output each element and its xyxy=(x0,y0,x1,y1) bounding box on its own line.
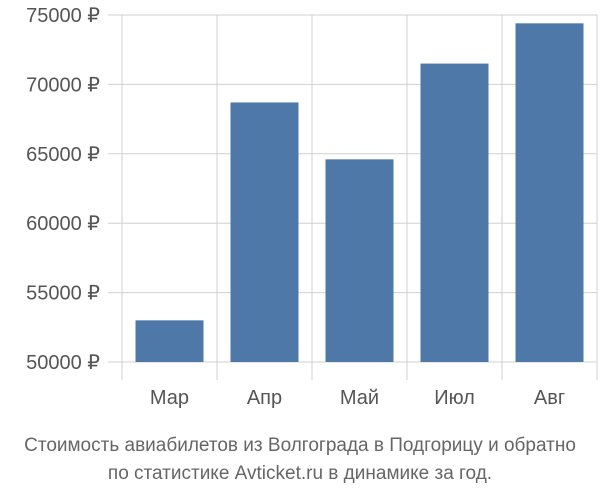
bar-4 xyxy=(420,63,489,363)
bar-chart: 50000 ₽ 55000 ₽ 60000 ₽ 65000 ₽ 70000 ₽ 75000… xyxy=(26,5,598,409)
bar-3 xyxy=(325,159,394,362)
x-tick-label: Май xyxy=(340,387,379,409)
bar-1 xyxy=(135,320,204,362)
bar-5 xyxy=(515,23,584,362)
y-tick-label: 70000 ₽ xyxy=(26,74,100,96)
y-tick-label: 75000 ₽ xyxy=(26,5,100,27)
y-tick-label: 60000 ₽ xyxy=(26,213,100,235)
x-tick-label: Авг xyxy=(534,387,565,409)
x-tick-label: Апр xyxy=(247,387,282,409)
y-tick-label: 65000 ₽ xyxy=(26,144,100,166)
bar-2 xyxy=(230,102,299,362)
x-tick-label: Мар xyxy=(150,387,189,409)
chart-caption-line-2: по статистике Avticket.ru в динамике за … xyxy=(107,463,493,484)
chart-caption-line-1: Стоимость авиабилетов из Волгограда в По… xyxy=(24,435,576,456)
y-tick-label: 55000 ₽ xyxy=(26,283,100,305)
y-tick-label: 50000 ₽ xyxy=(26,352,100,374)
x-tick-label: Июл xyxy=(434,387,475,409)
